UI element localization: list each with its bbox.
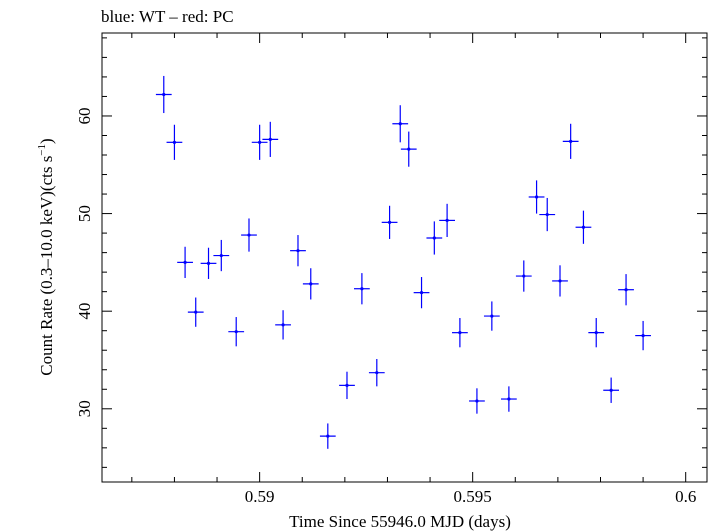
data-point bbox=[483, 301, 500, 331]
point-marker bbox=[490, 314, 494, 318]
data-points bbox=[155, 75, 651, 449]
point-marker bbox=[162, 92, 166, 97]
point-marker bbox=[247, 233, 251, 237]
data-point bbox=[575, 210, 592, 244]
data-point bbox=[501, 386, 517, 412]
data-point bbox=[528, 180, 545, 214]
data-point bbox=[187, 297, 204, 327]
y-axis-label-close: ) bbox=[37, 138, 56, 144]
point-marker bbox=[558, 279, 562, 283]
y-tick-label: 50 bbox=[75, 205, 94, 222]
data-point bbox=[635, 320, 651, 351]
point-marker bbox=[641, 333, 645, 338]
data-point bbox=[413, 277, 430, 309]
point-marker bbox=[419, 291, 424, 295]
y-tick-label: 60 bbox=[75, 107, 94, 124]
point-marker bbox=[545, 212, 549, 217]
y-axis-label-main: Count Rate (0.3–10.0 keV)(cts s bbox=[37, 156, 56, 376]
y-tick-label: 40 bbox=[75, 303, 94, 320]
point-marker bbox=[194, 310, 198, 314]
point-marker bbox=[234, 330, 238, 334]
point-marker bbox=[445, 218, 449, 223]
point-marker bbox=[594, 331, 598, 335]
data-point bbox=[400, 131, 417, 167]
point-marker bbox=[360, 287, 364, 291]
data-point bbox=[439, 203, 455, 238]
chart-title: blue: WT – red: PC bbox=[101, 7, 234, 26]
point-marker bbox=[432, 236, 436, 240]
axis-ticks bbox=[102, 33, 707, 482]
point-marker bbox=[375, 371, 379, 375]
data-point bbox=[290, 235, 306, 267]
point-marker bbox=[183, 260, 187, 264]
data-point bbox=[515, 260, 532, 292]
point-marker bbox=[345, 383, 349, 387]
point-marker bbox=[522, 274, 526, 278]
x-axis-label: Time Since 55946.0 MJD (days) bbox=[289, 512, 511, 531]
point-marker bbox=[475, 399, 479, 403]
point-marker bbox=[458, 331, 462, 335]
data-point bbox=[339, 371, 355, 400]
data-point bbox=[354, 273, 370, 305]
point-marker bbox=[581, 225, 586, 229]
y-axis-label-exponent: −1 bbox=[36, 144, 48, 156]
point-marker bbox=[534, 195, 539, 199]
point-marker bbox=[172, 140, 177, 144]
data-point bbox=[368, 359, 385, 387]
data-point bbox=[166, 124, 183, 160]
point-marker bbox=[407, 147, 411, 151]
data-point bbox=[302, 268, 319, 300]
point-marker bbox=[281, 323, 285, 327]
data-point bbox=[213, 239, 230, 272]
data-point bbox=[262, 121, 279, 157]
y-tick-label: 30 bbox=[75, 400, 94, 417]
data-point bbox=[275, 310, 291, 340]
point-marker bbox=[569, 139, 573, 143]
point-marker bbox=[268, 137, 272, 141]
y-axis-label: Count Rate (0.3–10.0 keV)(cts s−1) bbox=[36, 138, 56, 375]
point-marker bbox=[624, 288, 628, 292]
point-marker bbox=[507, 397, 511, 401]
point-marker bbox=[387, 220, 392, 224]
point-marker bbox=[206, 261, 211, 265]
x-tick-label: 0.59 bbox=[245, 487, 275, 506]
data-point bbox=[381, 205, 398, 239]
data-point bbox=[319, 423, 336, 449]
axis-tick-labels: 0.59 0.595 0.6 30 40 50 60 bbox=[75, 107, 696, 506]
data-point bbox=[155, 75, 172, 114]
data-point bbox=[251, 124, 268, 160]
data-point bbox=[177, 246, 193, 278]
data-point bbox=[603, 377, 620, 403]
plot-area-border bbox=[101, 32, 708, 483]
point-marker bbox=[326, 434, 330, 438]
point-marker bbox=[258, 140, 262, 144]
point-marker bbox=[219, 253, 223, 258]
data-point bbox=[539, 197, 556, 232]
data-point bbox=[588, 318, 605, 348]
data-point bbox=[241, 218, 257, 252]
point-marker bbox=[296, 249, 300, 253]
data-point bbox=[392, 105, 409, 143]
data-point bbox=[426, 221, 443, 255]
data-point bbox=[469, 388, 485, 414]
point-marker bbox=[309, 282, 313, 286]
point-marker bbox=[609, 388, 613, 392]
plot-frame bbox=[101, 32, 708, 483]
data-point bbox=[452, 318, 468, 348]
point-marker bbox=[398, 122, 402, 126]
data-point bbox=[200, 247, 217, 279]
x-tick-label: 0.6 bbox=[675, 487, 696, 506]
data-point bbox=[562, 123, 579, 159]
data-point bbox=[552, 265, 568, 297]
data-point bbox=[228, 317, 245, 347]
x-tick-label: 0.595 bbox=[454, 487, 492, 506]
data-point bbox=[618, 274, 634, 306]
